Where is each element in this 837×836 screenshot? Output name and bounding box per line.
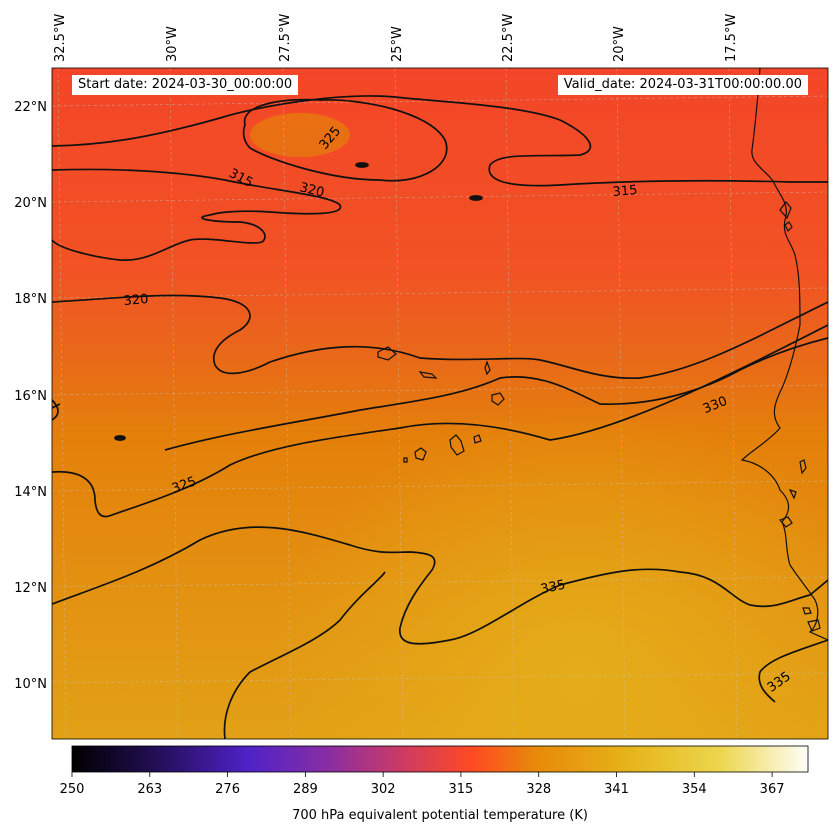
contour-315-north [52, 95, 828, 187]
colorbar-tick-label: 341 [604, 782, 629, 797]
longitude-label: 27.5°W [278, 14, 293, 62]
cape-verde-south [403, 434, 482, 463]
contour-small-closed-2 [355, 162, 369, 168]
map-frame [51, 67, 829, 740]
colorbar-tick-label: 263 [137, 782, 162, 797]
longitude-label: 30°W [165, 26, 180, 62]
contour-315-west [52, 168, 342, 261]
contour-335-se [758, 639, 828, 703]
colorbar-tick-label: 328 [526, 782, 551, 797]
contour-325-band [52, 324, 828, 518]
longitude-labels: 32.5°W 30°W 27.5°W 25°W 22.5°W 20°W 17.5°W [53, 14, 739, 62]
senegal-islands [778, 459, 821, 632]
latitude-label: 12°N [14, 581, 47, 596]
contour-small-closed [114, 435, 126, 441]
colorbar-tick-label: 315 [449, 782, 474, 797]
contour-small-closed-3 [469, 195, 483, 201]
colorbar-ticks: 250 263 276 289 302 315 328 341 354 367 [60, 772, 785, 797]
latitude-labels: 22°N 20°N 18°N 16°N 14°N 12°N 10°N [14, 100, 47, 692]
contour-330-band [164, 337, 828, 451]
colorbar-tick-label: 367 [760, 782, 785, 797]
contour-335-west [52, 526, 828, 645]
start-date-label: Start date: 2024-03-30_00:00:00 [72, 75, 299, 95]
contour-lines [52, 95, 828, 739]
contour-label: 315 [612, 183, 638, 200]
contour-335-south [223, 571, 386, 739]
africa-coast [740, 68, 828, 641]
latitude-label: 18°N [14, 292, 47, 307]
latitude-label: 20°N [14, 196, 47, 211]
colorbar-title: 700 hPa equivalent potential temperature… [292, 808, 588, 823]
colorbar-tick-label: 250 [60, 782, 85, 797]
map-field [52, 68, 828, 739]
canary-islands [779, 201, 793, 233]
latitude-label: 10°N [14, 677, 47, 692]
contour-320 [52, 294, 828, 380]
colorbar-tick-label: 289 [293, 782, 318, 797]
valid-date-label: Valid_date: 2024-03-31T00:00:00.00 [557, 75, 808, 95]
contour-330 [52, 399, 61, 421]
longitude-label: 25°W [390, 26, 405, 62]
contour-325-ring [242, 98, 448, 182]
latitude-label: 22°N [14, 100, 47, 115]
coastlines [377, 68, 828, 641]
graticule [52, 68, 828, 739]
longitude-label: 20°W [612, 26, 627, 62]
contour-label: 320 [298, 180, 326, 201]
latitude-label: 14°N [14, 485, 47, 500]
longitude-label: 22.5°W [501, 14, 516, 62]
colorbar-tick-label: 276 [215, 782, 240, 797]
contour-label: 320 [123, 292, 149, 309]
colorbar-tick-label: 354 [682, 782, 707, 797]
colorbar-tick-label: 302 [371, 782, 396, 797]
contour-label: 335 [539, 578, 566, 598]
colorbar [71, 745, 809, 773]
longitude-label: 17.5°W [724, 14, 739, 62]
latitude-label: 16°N [14, 389, 47, 404]
longitude-label: 32.5°W [53, 14, 68, 62]
cape-verde-north [377, 346, 505, 406]
